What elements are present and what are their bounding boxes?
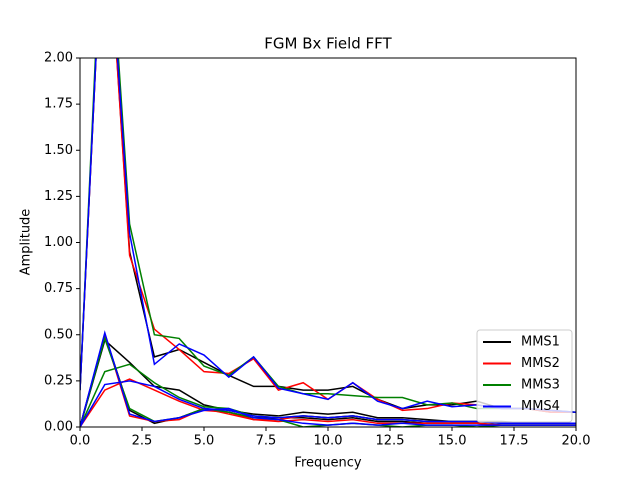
y-tick-label: 1.50 — [44, 143, 73, 158]
series-line — [80, 330, 576, 427]
legend-label: MMS1 — [521, 335, 560, 350]
x-tick-label: 5.0 — [194, 434, 215, 449]
legend-box — [476, 329, 573, 423]
y-tick-label: 0.00 — [44, 420, 73, 435]
x-tick-label: 20.0 — [562, 434, 591, 449]
y-tick-label: 0.50 — [44, 327, 73, 342]
x-axis-label: Frequency — [294, 456, 361, 471]
x-tick-label: 2.5 — [132, 434, 153, 449]
legend-label: MMS4 — [521, 399, 560, 414]
x-tick-label: 10.0 — [314, 434, 343, 449]
x-tick-label: 0.0 — [70, 434, 91, 449]
x-tick-label: 17.5 — [500, 434, 529, 449]
series-line — [80, 380, 576, 427]
legend-label: MMS3 — [521, 378, 560, 393]
x-tick-label: 7.5 — [256, 434, 277, 449]
y-tick-label: 1.25 — [44, 189, 73, 204]
y-axis-label: Amplitude — [19, 209, 34, 276]
x-tick-label: 15.0 — [438, 434, 467, 449]
y-tick-label: 0.75 — [44, 281, 73, 296]
y-tick-label: 0.25 — [44, 373, 73, 388]
y-tick-label: 1.00 — [44, 235, 73, 250]
y-tick-label: 2.00 — [44, 51, 73, 66]
x-tick-label: 12.5 — [376, 434, 405, 449]
legend-label: MMS2 — [521, 356, 560, 371]
y-tick-label: 1.75 — [44, 97, 73, 112]
chart-title: FGM Bx Field FFT — [264, 35, 392, 53]
